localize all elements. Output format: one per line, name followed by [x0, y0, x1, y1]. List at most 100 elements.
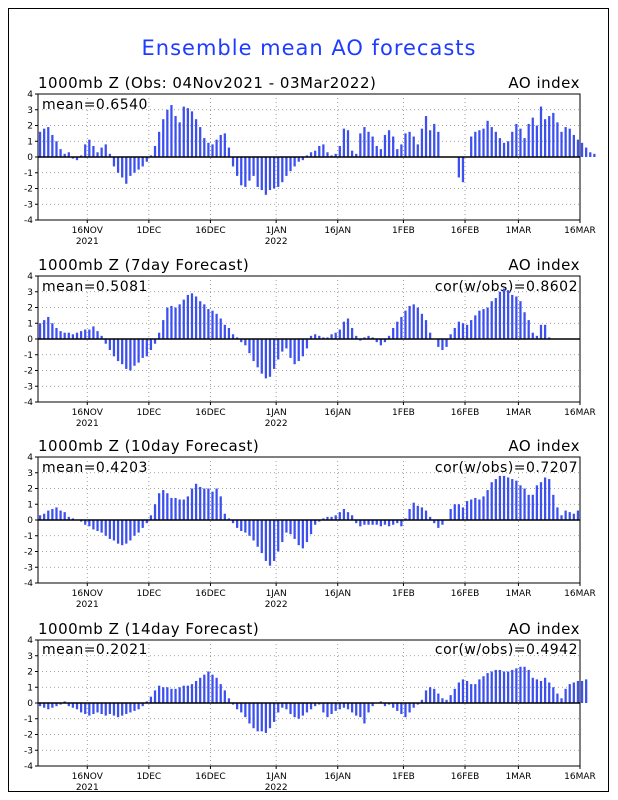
ao-bar — [556, 122, 559, 157]
ao-bar — [277, 339, 280, 360]
y-tick-label: -2 — [24, 367, 33, 377]
x-tick-label: 1FEB — [392, 408, 415, 418]
ao-bar — [318, 520, 321, 522]
ao-bar — [359, 339, 362, 341]
ao-bar — [527, 669, 530, 703]
ao-bar — [170, 305, 173, 339]
ao-bar — [367, 520, 370, 525]
ao-bar — [186, 294, 189, 339]
ao-bar — [231, 520, 235, 524]
ao-bar — [490, 671, 493, 703]
ao-bar — [543, 477, 547, 520]
ao-bar — [149, 515, 153, 520]
ao-bar — [281, 157, 284, 183]
ao-bar — [548, 682, 551, 703]
ao-bar — [379, 339, 382, 346]
ao-bar — [256, 520, 259, 547]
ao-bar — [396, 149, 399, 158]
ao-bar — [55, 507, 58, 520]
ao-bar — [539, 106, 543, 157]
ao-bar — [244, 157, 247, 187]
ao-bar — [55, 327, 58, 339]
ao-bar — [416, 144, 419, 157]
ao-bar — [178, 499, 181, 520]
ao-bar — [38, 515, 42, 520]
ao-bar — [47, 510, 50, 520]
ao-bar — [416, 703, 419, 705]
ao-bar — [272, 520, 276, 561]
ao-bar — [244, 520, 247, 533]
ao-bar — [129, 520, 132, 541]
ao-bar — [194, 296, 198, 339]
x-tick-sublabel: 2022 — [265, 600, 288, 610]
ao-bar — [248, 520, 251, 536]
ao-bar — [371, 520, 374, 525]
y-tick-label: 0 — [27, 335, 33, 345]
ao-bar — [96, 331, 99, 340]
ao-bar — [227, 698, 231, 703]
x-tick-label: 1MAR — [505, 772, 531, 782]
ao-bar — [379, 701, 382, 703]
ao-bar — [379, 520, 382, 527]
ao-bar — [531, 332, 534, 339]
ao-bar — [420, 699, 424, 703]
ao-bar — [396, 520, 399, 524]
ao-bar — [412, 502, 415, 520]
ao-bar — [470, 136, 473, 157]
ao-bar — [112, 157, 116, 167]
ao-bar — [219, 134, 222, 157]
ao-bar — [379, 149, 382, 158]
ao-bar — [272, 703, 276, 722]
ao-bar — [355, 153, 358, 157]
ao-bar — [408, 703, 411, 713]
ao-bar — [104, 703, 107, 716]
ao-bar — [285, 520, 288, 533]
ao-bar — [84, 703, 87, 715]
ao-bar — [342, 703, 346, 708]
ao-bar — [141, 157, 144, 167]
ao-bar — [79, 703, 83, 713]
ao-bar — [560, 515, 563, 520]
ao-bar — [429, 332, 432, 339]
panel-14day: 1000mb Z (14day Forecast) AO index mean=… — [38, 620, 580, 658]
x-tick-label: 16FEB — [451, 408, 480, 418]
ao-bar — [535, 125, 539, 157]
ao-bar — [231, 157, 235, 167]
x-tick-sublabel: 2022 — [265, 419, 288, 429]
ao-bar — [38, 703, 42, 707]
panel-title: 1000mb Z (10day Forecast) — [38, 437, 259, 455]
panel-index-label: AO index — [508, 620, 580, 638]
ao-bar — [289, 520, 292, 535]
ao-bar — [589, 152, 592, 157]
ao-bar — [112, 520, 116, 541]
ao-bar — [223, 513, 226, 520]
ao-bar — [199, 127, 202, 157]
ao-bar — [515, 123, 518, 157]
ao-bar — [116, 157, 120, 173]
ao-bar — [457, 321, 460, 339]
ao-bar — [96, 520, 99, 532]
ao-bar — [256, 157, 259, 187]
ao-bar — [531, 117, 534, 158]
ao-bar — [153, 504, 157, 520]
ao-bar — [301, 339, 304, 357]
ao-bar — [346, 130, 350, 157]
ao-bar — [453, 327, 456, 339]
ao-bar — [186, 496, 189, 521]
ao-bar — [84, 329, 87, 339]
y-tick-label: -4 — [24, 762, 33, 772]
ao-bar — [404, 133, 407, 158]
ao-bar — [543, 677, 547, 703]
ao-bar — [79, 331, 83, 340]
y-tick-label: -4 — [24, 216, 33, 226]
ao-bar — [334, 332, 337, 339]
ao-bar — [539, 482, 543, 520]
ao-bar — [367, 703, 370, 713]
ao-bar — [470, 499, 473, 520]
ao-bar — [129, 339, 132, 371]
ao-bar — [38, 323, 42, 339]
ao-bar — [289, 157, 292, 172]
ao-bar — [511, 294, 514, 339]
ao-bar — [59, 149, 62, 158]
ao-bar — [285, 703, 288, 710]
